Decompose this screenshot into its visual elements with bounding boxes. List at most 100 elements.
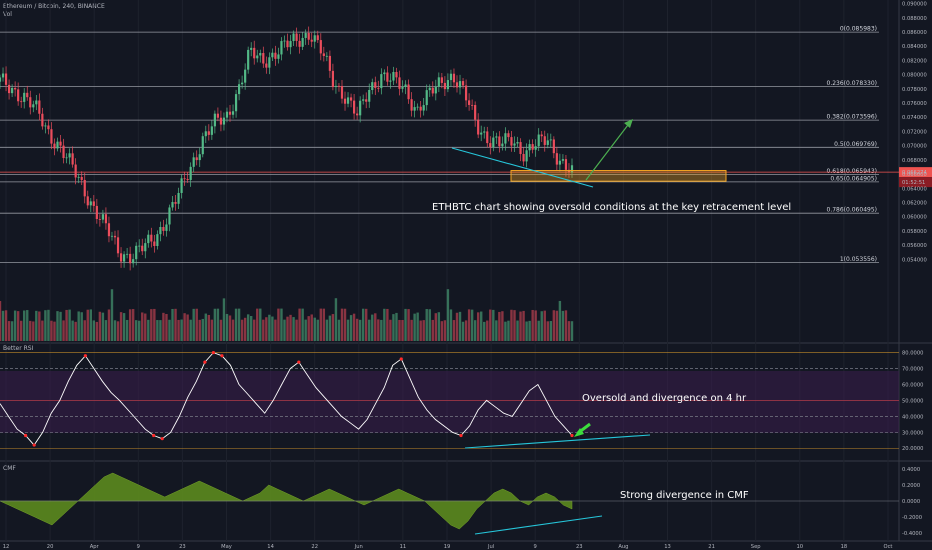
volume-bar (92, 320, 96, 341)
candle-body (277, 54, 280, 59)
rsi-tick-label: 50.0000 (902, 398, 923, 404)
candle-body (540, 134, 543, 137)
volume-bar (177, 319, 180, 341)
candle-body (356, 113, 359, 116)
volume-bar (89, 309, 92, 341)
candle-body (213, 113, 216, 127)
rsi-extreme-point (24, 433, 28, 438)
volume-bar (340, 308, 344, 341)
candle-body (180, 178, 183, 193)
volume-bar (389, 319, 392, 341)
volume-bar (7, 321, 11, 341)
volume-bar (416, 312, 419, 341)
candle-body (141, 245, 144, 252)
volume-bar (280, 308, 283, 341)
volume-bar (23, 310, 26, 341)
volume-bar (534, 310, 537, 341)
volume-bar (83, 320, 86, 341)
volume-bar (219, 319, 223, 341)
volume-bar (507, 320, 510, 341)
volume-bar (334, 298, 338, 341)
candle-body (241, 82, 244, 85)
candle-body (162, 227, 165, 231)
candle-body (80, 176, 83, 180)
candle-body (89, 201, 92, 206)
candle-body (126, 253, 129, 255)
green-arrow-head (574, 428, 584, 437)
volume-bar (4, 310, 8, 341)
candle-body (474, 105, 477, 120)
volume-bar (401, 320, 404, 341)
rsi-tick-label: 70.0000 (902, 367, 923, 373)
candle-body (483, 131, 486, 133)
candle-body (44, 125, 47, 127)
rsi-tick-label: 80.0000 (902, 351, 923, 357)
volume-bar (38, 311, 41, 341)
candle-body (225, 111, 229, 118)
candle-body (192, 157, 195, 167)
volume-bar (77, 311, 80, 341)
rsi-tick-label: 60.0000 (902, 382, 923, 388)
candle-body (492, 137, 495, 148)
candle-body (116, 237, 120, 254)
volume-bar (134, 320, 138, 341)
candle-body (26, 92, 29, 98)
candle-body (319, 40, 322, 54)
volume-bar (183, 313, 186, 341)
candle-body (443, 82, 446, 90)
volume-bar (570, 321, 574, 341)
fib-label: 0.618(0.065943) (827, 168, 878, 175)
fib-label: 0.382(0.073596) (827, 114, 878, 121)
volume-bar (174, 308, 177, 341)
volume-bar (371, 314, 374, 341)
candle-body (147, 234, 150, 244)
candle-body (464, 85, 468, 101)
volume-bar (407, 309, 410, 341)
candle-body (346, 97, 350, 104)
candle-body (337, 85, 341, 87)
volume-bar (110, 289, 114, 341)
cmf-pane-title: CMF (3, 465, 16, 472)
cmf-note: Strong divergence in CMF (620, 490, 749, 501)
candle-body (237, 84, 241, 95)
price-tick-label: 0.070000 (902, 144, 927, 150)
volume-bar (29, 320, 32, 341)
volume-bar (425, 309, 428, 341)
candle-body (422, 105, 425, 111)
x-tick-label: 14 (267, 544, 274, 550)
candle-body (132, 259, 135, 264)
x-tick-label: 23 (576, 544, 583, 550)
candle-body (522, 153, 525, 162)
volume-bar (204, 313, 207, 341)
price-tick-label: 0.064000 (902, 186, 927, 192)
candle-body (253, 47, 256, 59)
candle-body (56, 141, 59, 149)
x-tick-label: 22 (311, 544, 318, 550)
volume-bar (44, 310, 47, 341)
volume-bar (65, 309, 68, 341)
candle-body (395, 71, 398, 78)
candle-body (135, 245, 138, 260)
candle-body (216, 113, 220, 118)
candle-body (349, 97, 353, 101)
volume-bar (380, 319, 383, 341)
candle-body (247, 49, 250, 70)
candle-body (322, 53, 325, 57)
volume-bar (277, 308, 280, 341)
volume-bar (449, 309, 453, 341)
candle-body (101, 214, 104, 220)
x-tick-label: 10 (796, 544, 803, 550)
volume-bar (461, 321, 465, 341)
candle-body (331, 70, 335, 88)
x-tick-label: 21 (708, 544, 715, 550)
volume-bar (349, 315, 353, 341)
volume-bar (268, 314, 271, 341)
volume-bar (558, 300, 562, 341)
candle-body (262, 53, 265, 64)
price-tick-label: 0.068000 (902, 158, 927, 164)
candle-body (83, 179, 86, 197)
candle-body (471, 104, 474, 106)
candle-body (380, 74, 383, 89)
volume-bar (259, 308, 262, 341)
